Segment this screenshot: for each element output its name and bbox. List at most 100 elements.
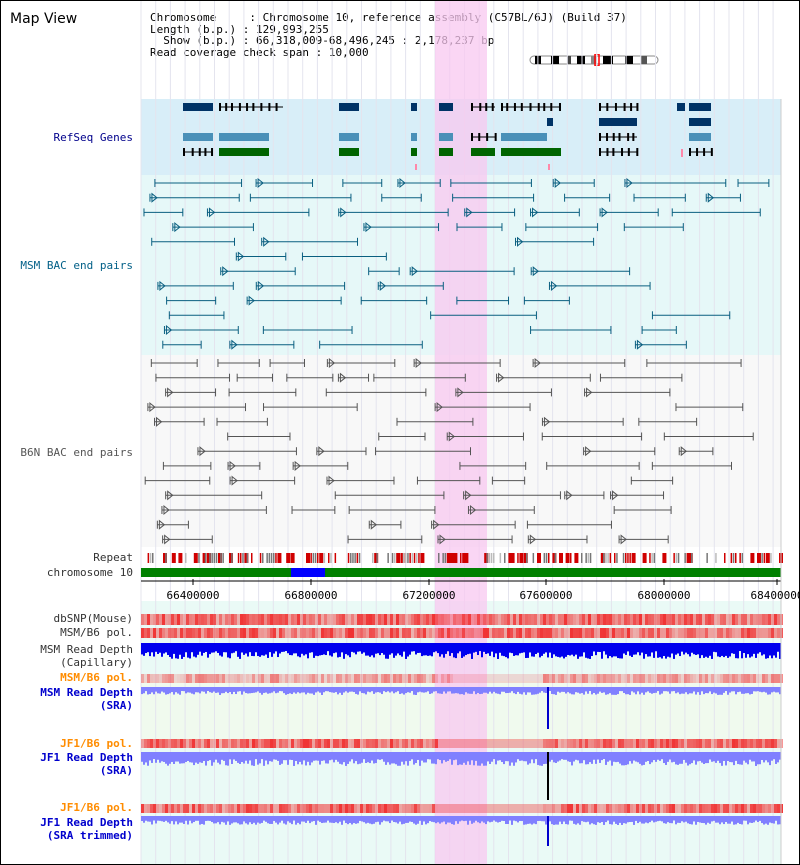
jf1-trim-depth-bar: [323, 816, 325, 823]
jf1-sra-depth-bar: [383, 752, 385, 762]
jf1-trim-depth-bar: [769, 816, 771, 823]
polymorphism-cell: [207, 804, 210, 813]
msm-capillary-depth-bar: [767, 643, 769, 659]
polymorphism-cell: [351, 804, 354, 813]
polymorphism-cell: [216, 674, 219, 683]
polymorphism-cell: [552, 674, 555, 683]
b6n-bac-pair-arrow: [415, 357, 422, 369]
jf1-sra-depth-bar: [413, 752, 415, 765]
msm-capillary-depth-bar: [223, 643, 225, 653]
jf1-sra-depth-bar: [687, 752, 689, 766]
jf1-trim-depth-bar: [761, 816, 763, 824]
msm-capillary-depth-bar: [391, 643, 393, 654]
msm-sra-depth-bar: [279, 687, 281, 692]
polymorphism-cell: [180, 674, 183, 683]
jf1-sra-depth-bar: [271, 752, 273, 762]
msm-sra-depth-bar: [511, 687, 513, 692]
jf1-sra-depth-bar: [557, 752, 559, 762]
jf1-trim-depth-bar: [607, 816, 609, 821]
jf1-trim-depth-bar: [595, 816, 597, 825]
jf1-sra-depth-bar: [211, 752, 213, 766]
polymorphism-cell: [165, 614, 168, 625]
msm-sra-depth-bar: [495, 687, 497, 694]
msm-capillary-depth-bar: [499, 643, 501, 653]
polymorphism-cell: [663, 628, 666, 638]
msm-sra-depth-bar: [241, 687, 243, 695]
polymorphism-cell: [348, 614, 351, 625]
msm-sra-depth-bar: [341, 687, 343, 695]
polymorphism-cell: [186, 614, 189, 625]
polymorphism-cell: [675, 628, 678, 638]
polymorphism-cell: [192, 804, 195, 813]
msm-capillary-depth-bar: [593, 643, 595, 652]
jf1-sra-depth-bar: [535, 752, 537, 760]
jf1-trim-depth-bar: [175, 816, 177, 822]
polymorphism-cell: [627, 628, 630, 638]
jf1-trim-depth-bar: [229, 816, 231, 825]
jf1-sra-depth-bar: [653, 752, 655, 761]
polymorphism-cell: [546, 674, 549, 683]
polymorphism-cell: [186, 674, 189, 683]
polymorphism-cell: [387, 628, 390, 638]
msm-bac-pair-arrow: [237, 251, 245, 262]
polymorphism-cell: [285, 804, 288, 813]
msm-sra-depth-bar: [541, 687, 543, 692]
polymorphism-cell: [669, 739, 672, 748]
jf1-trim-depth-bar: [237, 816, 239, 824]
polymorphism-cell: [219, 739, 222, 748]
msm-sra-depth-bar: [575, 687, 577, 693]
jf1-sra-depth-bar: [237, 752, 239, 763]
msm-bac-pair-arrow: [379, 280, 387, 291]
msm-sra-depth-bar: [649, 687, 651, 693]
msm-capillary-depth-bar: [753, 643, 755, 654]
msm-sra-depth-bar: [295, 687, 297, 694]
jf1-sra-depth-bar: [461, 752, 463, 765]
gene-exon: [204, 148, 207, 156]
msm-capillary-depth-bar: [489, 643, 491, 656]
polymorphism-cell: [567, 739, 570, 748]
jf1-sra-depth-bar: [503, 752, 505, 765]
polymorphism-cell: [444, 614, 447, 625]
polymorphism-cell: [357, 628, 360, 638]
b6n-bac-label[interactable]: B6N BAC end pairs: [20, 446, 133, 459]
polymorphism-cell: [276, 614, 279, 625]
refseq-genes-label[interactable]: RefSeq Genes: [53, 131, 133, 144]
gene-exon: [479, 103, 482, 111]
polymorphism-cell: [216, 614, 219, 625]
polymorphism-cell: [378, 614, 381, 625]
jf1-sra-depth-bar: [757, 752, 759, 765]
jf1-trim-depth-bar: [247, 816, 249, 825]
msm-capillary-depth-bar: [181, 643, 183, 659]
polymorphism-cell: [726, 674, 729, 683]
msm-capillary-depth-bar: [599, 643, 601, 653]
msm-sra-depth-bar: [311, 687, 313, 694]
polymorphism-cell: [441, 614, 444, 625]
polymorphism-cell: [453, 739, 456, 748]
gene-block: [439, 103, 453, 111]
jf1-sra-depth-bar: [491, 752, 493, 762]
polymorphism-cell: [720, 614, 723, 625]
repeat-element: [486, 553, 488, 563]
polymorphism-cell: [336, 628, 339, 638]
jf1-sra-depth-bar: [373, 752, 375, 764]
gene-exon: [494, 133, 497, 141]
msm-sra-depth-bar: [635, 687, 637, 695]
gene-exon: [623, 103, 626, 111]
polymorphism-cell: [237, 804, 240, 813]
jf1-trim-depth-bar: [509, 816, 511, 821]
msm-bac-label[interactable]: MSM BAC end pairs: [20, 259, 133, 272]
polymorphism-cell: [618, 674, 621, 683]
polymorphism-cell: [426, 739, 429, 748]
b6n-bac-pair-arrow: [680, 446, 688, 457]
jf1-trim-depth-bar: [243, 816, 245, 822]
msm-sra-depth-bar: [713, 687, 715, 693]
jf1-sra-depth-bar: [363, 752, 365, 760]
msm-sra-depth-bar: [609, 687, 611, 694]
polymorphism-cell: [183, 739, 186, 748]
polymorphism-cell: [543, 614, 546, 625]
polymorphism-cell: [600, 804, 603, 813]
polymorphism-cell: [768, 739, 771, 748]
polymorphism-cell: [447, 804, 450, 813]
msm-sra-depth-bar: [583, 687, 585, 695]
